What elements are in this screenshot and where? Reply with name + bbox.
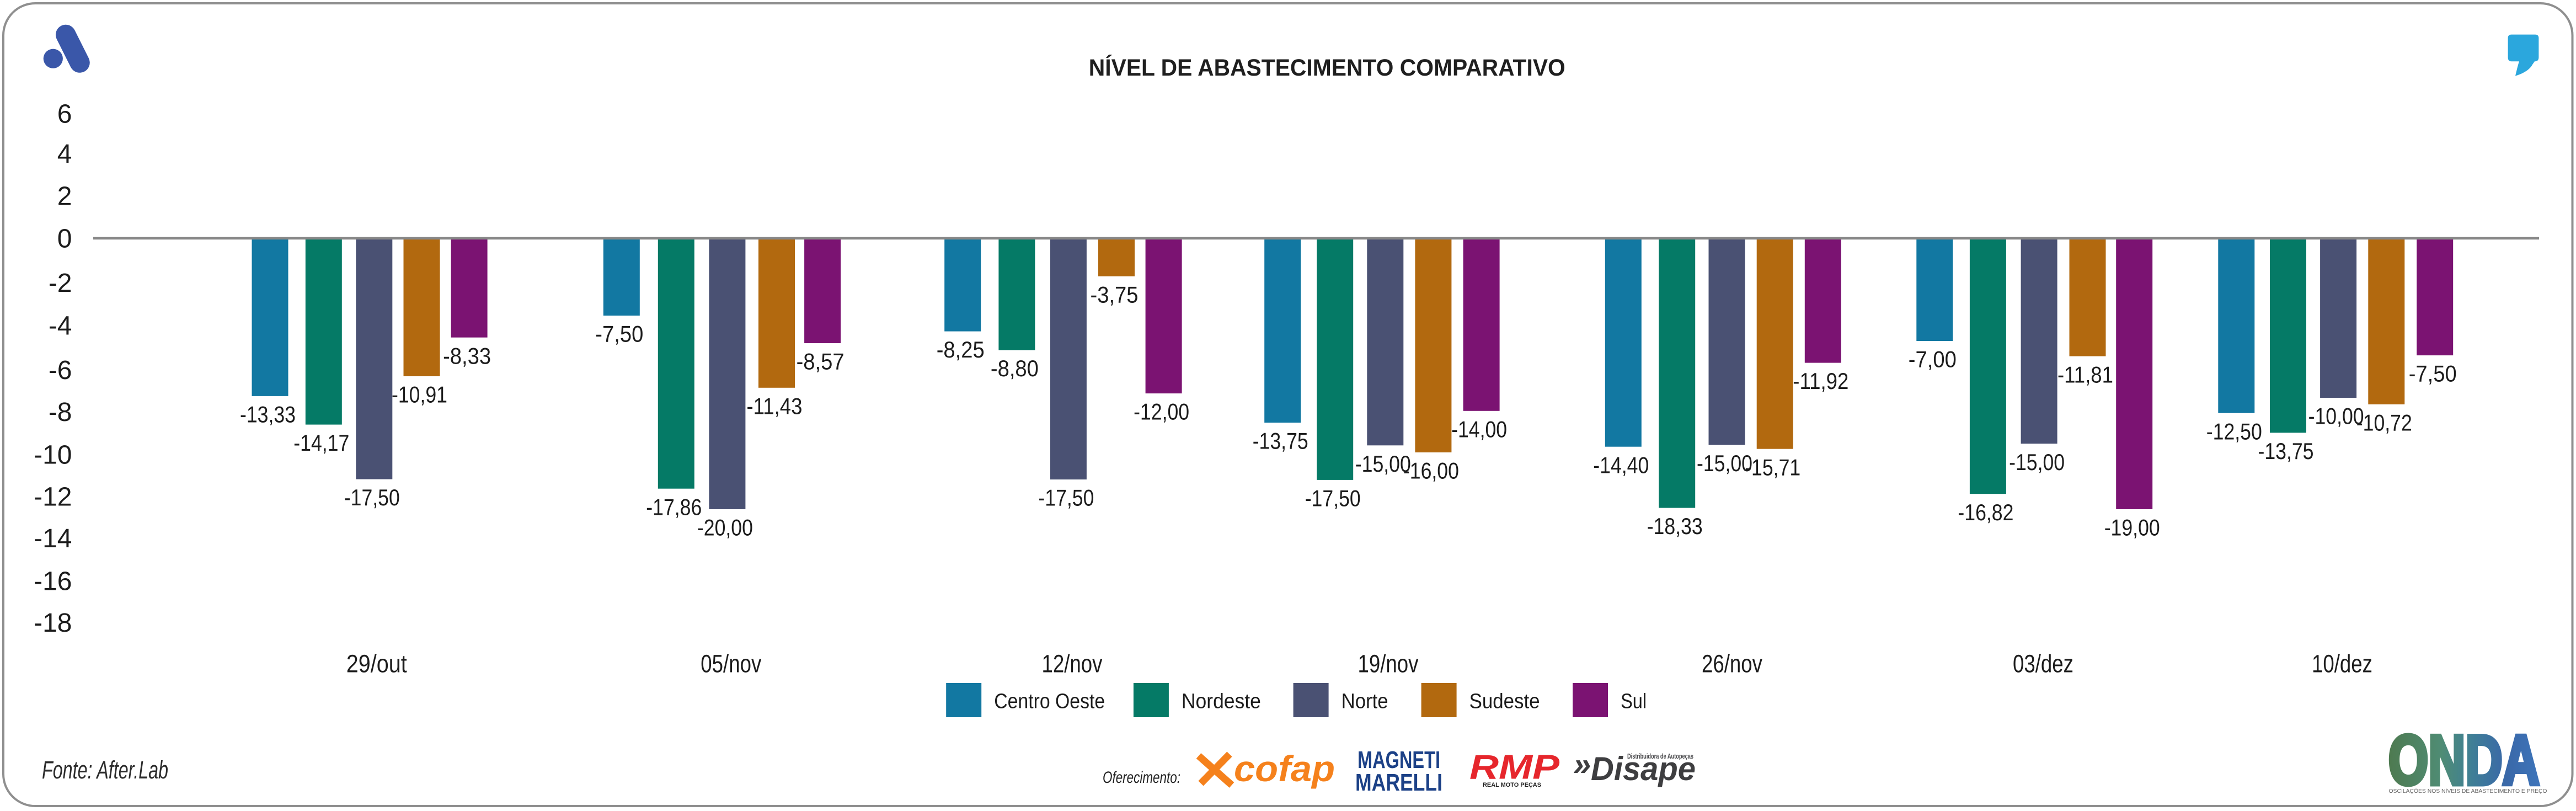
svg-text:-12: -12 [34, 483, 72, 512]
svg-text:0: 0 [57, 225, 72, 254]
svg-text:Centro Oeste: Centro Oeste [994, 690, 1105, 713]
svg-text:MAGNETI: MAGNETI [1358, 746, 1440, 773]
svg-text:26/nov: 26/nov [1702, 650, 1762, 678]
svg-text:RMP: RMP [1469, 749, 1560, 787]
svg-text:-4: -4 [49, 312, 72, 341]
svg-text:-12,50: -12,50 [2206, 418, 2262, 444]
svg-text:-8,80: -8,80 [991, 355, 1039, 381]
svg-text:10/dez: 10/dez [2312, 650, 2372, 678]
svg-text:-11,43: -11,43 [747, 393, 803, 419]
svg-text:-10,00: -10,00 [2308, 403, 2364, 429]
svg-text:-20,00: -20,00 [697, 515, 753, 541]
svg-text:-14,17: -14,17 [293, 430, 349, 456]
svg-text:Sudeste: Sudeste [1469, 690, 1540, 713]
svg-text:-7,00: -7,00 [1909, 346, 1957, 372]
svg-text:-6: -6 [49, 356, 72, 385]
svg-text:-16: -16 [34, 567, 72, 596]
svg-text:cofap: cofap [1234, 748, 1335, 789]
svg-text:-15,00: -15,00 [1697, 450, 1752, 476]
svg-text:Distribuidora de Autopeças: Distribuidora de Autopeças [1627, 752, 1693, 760]
svg-text:ONDA: ONDA [2388, 721, 2540, 799]
svg-text:Sul: Sul [1621, 690, 1647, 713]
svg-text:-17,50: -17,50 [1305, 485, 1361, 511]
svg-text:REAL MOTO PEÇAS: REAL MOTO PEÇAS [1483, 782, 1541, 788]
svg-text:-19,00: -19,00 [2104, 515, 2160, 541]
svg-text:-17,50: -17,50 [344, 484, 400, 510]
svg-text:-13,75: -13,75 [1253, 428, 1308, 454]
svg-text:NÍVEL DE ABASTECIMENTO COMPARA: NÍVEL DE ABASTECIMENTO COMPARATIVO [1089, 55, 1565, 81]
svg-text:-8,25: -8,25 [937, 337, 985, 362]
svg-text:29/out: 29/out [346, 650, 407, 678]
svg-text:6: 6 [57, 100, 72, 129]
svg-text:Nordeste: Nordeste [1182, 690, 1261, 713]
svg-text:-14: -14 [34, 524, 72, 553]
svg-text:-10,72: -10,72 [2356, 410, 2412, 436]
svg-text:-10: -10 [34, 440, 72, 469]
svg-text:-14,40: -14,40 [1593, 452, 1649, 478]
svg-text:-11,92: -11,92 [1793, 368, 1848, 394]
svg-text:-11,81: -11,81 [2057, 361, 2113, 387]
svg-text:»: » [1573, 746, 1591, 782]
svg-text:2: 2 [57, 182, 72, 211]
svg-text:-15,00: -15,00 [2009, 449, 2065, 475]
svg-text:Disape: Disape [1591, 750, 1696, 787]
svg-text:4: 4 [57, 140, 72, 169]
svg-text:-2: -2 [49, 269, 72, 298]
svg-text:12/nov: 12/nov [1042, 650, 1103, 678]
svg-text:-7,50: -7,50 [595, 321, 643, 347]
svg-text:05/nov: 05/nov [701, 650, 761, 678]
svg-text:03/dez: 03/dez [2013, 650, 2073, 678]
svg-text:-8: -8 [49, 398, 72, 427]
svg-text:Fonte: After.Lab: Fonte: After.Lab [42, 756, 168, 784]
svg-text:Norte: Norte [1342, 690, 1388, 713]
svg-text:19/nov: 19/nov [1358, 650, 1419, 678]
svg-text:OSCILAÇÕES NOS NÍVEIS DE ABAST: OSCILAÇÕES NOS NÍVEIS DE ABASTECIMENTO E… [2389, 787, 2547, 794]
svg-text:-8,57: -8,57 [797, 349, 845, 375]
svg-text:-8,33: -8,33 [443, 343, 491, 369]
svg-text:-15,71: -15,71 [1745, 454, 1800, 480]
svg-text:-13,75: -13,75 [2258, 438, 2314, 464]
svg-text:-17,86: -17,86 [646, 494, 702, 520]
svg-text:-12,00: -12,00 [1134, 399, 1189, 425]
svg-text:-16,82: -16,82 [1958, 499, 2013, 525]
svg-text:Oferecimento:: Oferecimento: [1103, 769, 1180, 787]
svg-text:-7,50: -7,50 [2409, 361, 2457, 387]
svg-text:-18: -18 [34, 609, 72, 638]
svg-text:-3,75: -3,75 [1091, 281, 1139, 307]
svg-text:-17,50: -17,50 [1038, 485, 1094, 511]
svg-text:-13,33: -13,33 [240, 402, 296, 428]
svg-text:-10,91: -10,91 [392, 382, 447, 408]
svg-text:-18,33: -18,33 [1647, 513, 1703, 539]
svg-text:-16,00: -16,00 [1403, 458, 1459, 484]
svg-text:-15,00: -15,00 [1355, 451, 1411, 477]
svg-text:MARELLI: MARELLI [1355, 769, 1442, 796]
svg-text:-14,00: -14,00 [1451, 416, 1507, 442]
